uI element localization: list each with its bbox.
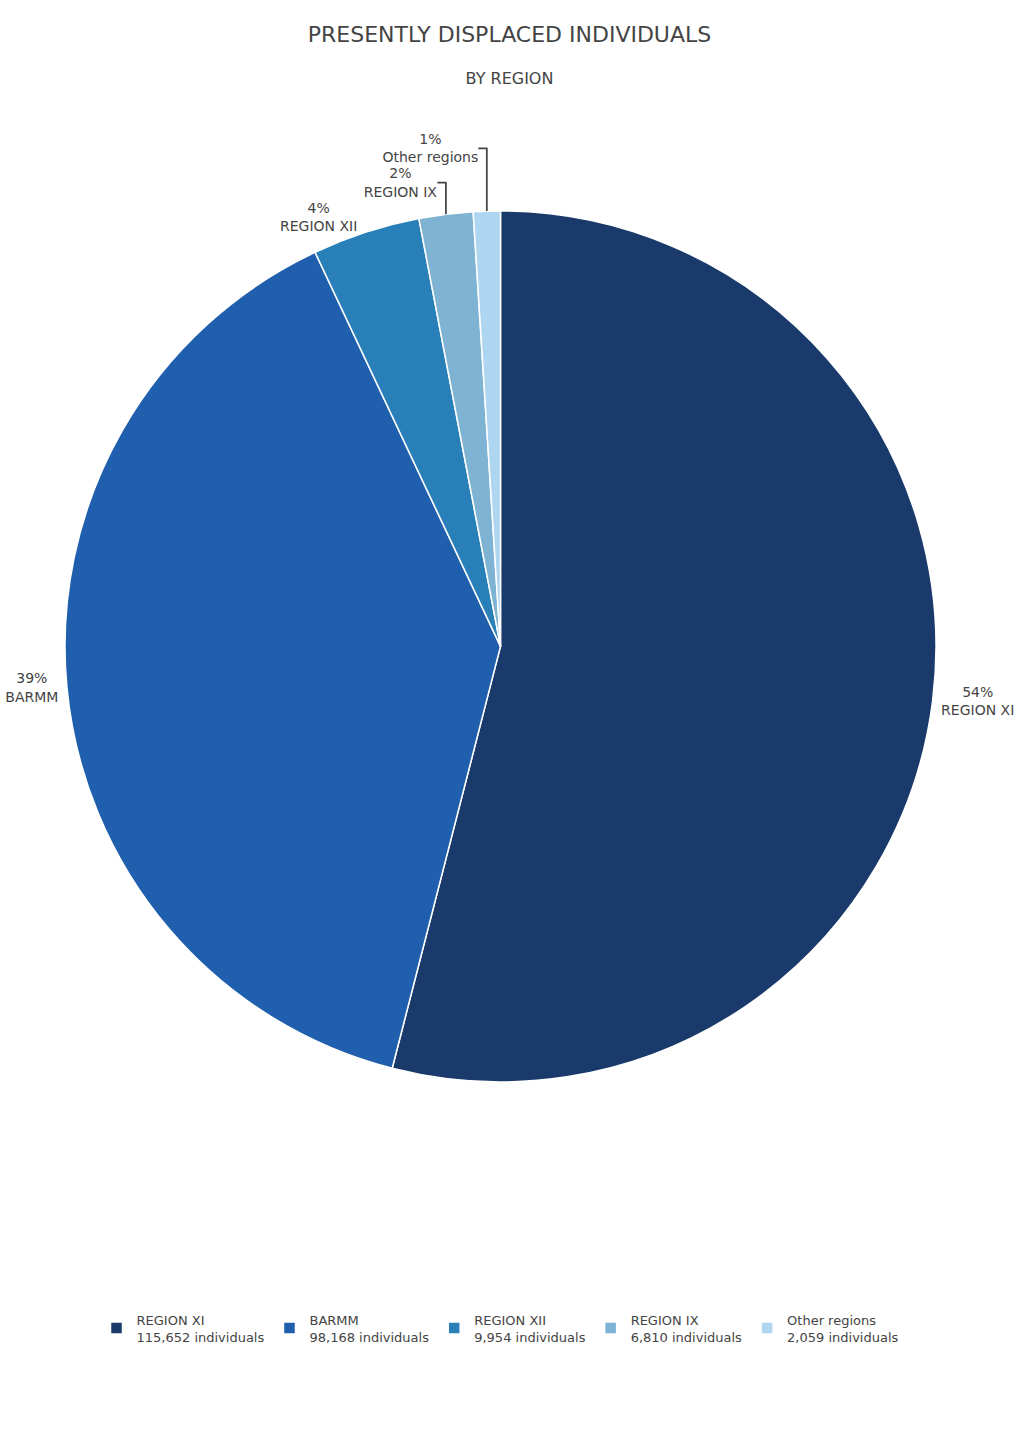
svg-text:39%BARMM: 39%BARMM — [5, 670, 58, 704]
svg-text:REGION IX6,810 individuals: REGION IX6,810 individuals — [631, 1313, 742, 1345]
svg-text:REGION XI115,652 individuals: REGION XI115,652 individuals — [137, 1313, 265, 1345]
svg-text:1%Other regions: 1%Other regions — [382, 131, 478, 165]
svg-text:2%REGION IX: 2%REGION IX — [364, 165, 438, 199]
svg-text:54%REGION XI: 54%REGION XI — [941, 684, 1014, 718]
svg-text:BY REGION: BY REGION — [466, 69, 554, 88]
svg-text:PRESENTLY DISPLACED INDIVIDUAL: PRESENTLY DISPLACED INDIVIDUALS — [308, 22, 712, 47]
svg-text:BARMM98,168 individuals: BARMM98,168 individuals — [309, 1313, 429, 1345]
svg-text:REGION XII9,954 individuals: REGION XII9,954 individuals — [474, 1313, 585, 1345]
svg-text:4%REGION XII: 4%REGION XII — [280, 200, 357, 234]
svg-text:Other regions2,059 individuals: Other regions2,059 individuals — [787, 1313, 898, 1345]
